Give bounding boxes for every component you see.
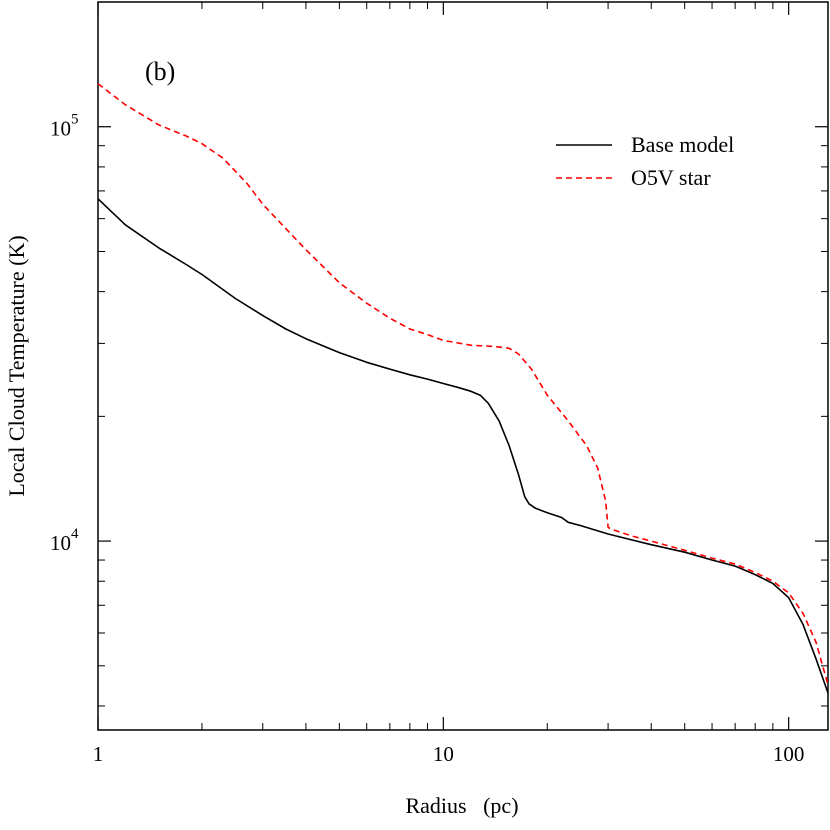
plot-frame xyxy=(97,1,829,731)
x-axis-label: Radius (pc) xyxy=(405,793,518,818)
y-tick-label: 105 xyxy=(50,112,79,141)
x-tick-label: 1 xyxy=(93,742,104,766)
legend-label-base-model: Base model xyxy=(631,132,734,157)
series-layer xyxy=(97,83,829,694)
x-tick-label: 10 xyxy=(433,742,454,766)
legend-label-o5v-star: O5V star xyxy=(631,165,711,190)
x-axis-ticks: 1 10 100 xyxy=(93,2,805,766)
y-tick-label: 104 xyxy=(50,526,79,555)
y-axis-label: Local Cloud Temperature (K) xyxy=(4,235,29,496)
y-axis-ticks: 104 105 xyxy=(50,112,828,555)
panel-label: (b) xyxy=(145,57,175,86)
legend: Base model O5V star xyxy=(556,132,734,190)
minor-ticks xyxy=(98,2,828,730)
series-line-1 xyxy=(97,83,829,686)
x-tick-label: 100 xyxy=(773,742,805,766)
series-line-0 xyxy=(97,198,829,694)
